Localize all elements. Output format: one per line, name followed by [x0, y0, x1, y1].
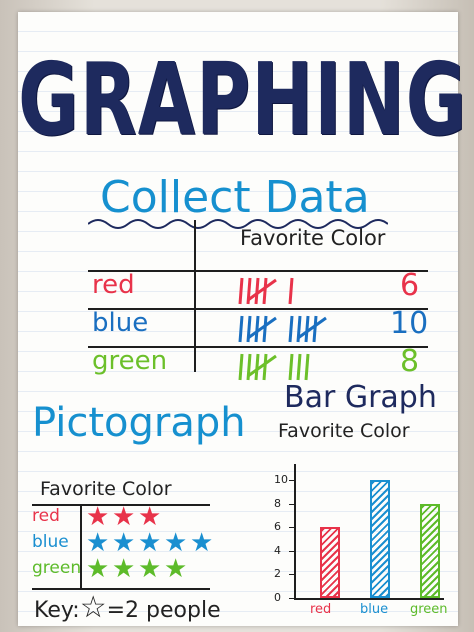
- tally-mark: [262, 315, 268, 343]
- tally-mark: [296, 353, 302, 381]
- pictograph-row-label: blue: [32, 532, 69, 552]
- table-header-line: [88, 270, 428, 272]
- bar-red: [320, 527, 340, 598]
- y-tick-label: 2: [274, 567, 281, 581]
- x-axis: [294, 598, 444, 600]
- tally-strike: [297, 316, 327, 340]
- x-category-label: green: [410, 602, 448, 617]
- pictograph-heading: Pictograph: [32, 400, 246, 446]
- tally-mark: [304, 353, 310, 381]
- pictograph-title-line: [32, 504, 210, 506]
- tally-marks: [238, 277, 294, 305]
- tally-mark: [262, 353, 268, 381]
- key-star-icon: ☆: [79, 590, 107, 625]
- tally-mark: [288, 315, 294, 343]
- y-tick: [289, 574, 295, 576]
- star-icon: ★: [164, 554, 188, 584]
- star-icon: ★: [112, 528, 136, 558]
- tally-mark: [238, 353, 244, 381]
- star-icon: ★: [138, 554, 162, 584]
- tally-mark: [254, 353, 260, 381]
- tally-strike: [247, 316, 277, 340]
- tally-mark: [262, 277, 268, 305]
- tally-row-label: green: [92, 346, 168, 376]
- heading-underline: [88, 219, 388, 229]
- tally-mark: [288, 277, 294, 305]
- anchor-chart-poster: GRAPHING Collect Data Favorite Color red…: [18, 12, 468, 626]
- star-icon: ★: [86, 554, 110, 584]
- tally-mark: [238, 315, 244, 343]
- y-tick: [289, 480, 295, 481]
- bar-green: [420, 503, 440, 598]
- pictograph-axis-line: [80, 506, 82, 588]
- pictograph-row-label: green: [32, 558, 82, 578]
- tally-row-count: 8: [400, 344, 420, 379]
- tally-marks: [238, 353, 310, 381]
- star-icon: ★: [190, 528, 214, 558]
- table-row-line: [88, 346, 428, 348]
- tally-mark: [254, 315, 260, 343]
- bar-graph-title: Favorite Color: [278, 420, 410, 442]
- y-tick-label: 6: [274, 520, 281, 534]
- star-icon: ★: [112, 502, 136, 532]
- tally-mark: [288, 353, 294, 381]
- tally-mark: [254, 277, 260, 305]
- pictograph-key: Key:☆=2 people: [34, 590, 221, 625]
- bar-chart: 0 2 4 6 8 10 red blue green: [270, 448, 450, 618]
- y-tick-label: 8: [274, 496, 281, 510]
- star-icon: ★: [112, 554, 136, 584]
- tally-row-label: blue: [92, 308, 149, 338]
- y-tick: [289, 550, 295, 552]
- key-label: Key:: [34, 598, 80, 623]
- tally-row-label: red: [92, 270, 135, 300]
- star-icon: ★: [164, 528, 188, 558]
- star-icon: ★: [138, 502, 162, 532]
- poster-title: GRAPHING: [18, 42, 468, 159]
- pictograph-bottom-line: [32, 588, 210, 590]
- y-tick-label: 4: [274, 543, 281, 557]
- table-column-line: [194, 220, 196, 372]
- x-category-label: blue: [360, 602, 389, 617]
- tally-marks: [238, 315, 327, 343]
- star-icon: ★: [138, 528, 162, 558]
- pictograph-title: Favorite Color: [40, 478, 172, 500]
- y-tick: [289, 527, 295, 529]
- tally-strike: [247, 354, 277, 378]
- tally-strike: [247, 278, 277, 302]
- bar-graph-heading: Bar Graph: [284, 380, 437, 415]
- y-axis: [294, 464, 296, 598]
- table-column-header: Favorite Color: [240, 226, 386, 250]
- table-row-line: [88, 308, 428, 310]
- y-tick: [289, 598, 295, 599]
- y-tick-label: 0: [274, 591, 281, 604]
- star-icon: ★: [86, 502, 110, 532]
- bar-blue: [370, 480, 390, 598]
- star-icon: ★: [86, 528, 110, 558]
- tally-mark: [312, 315, 318, 343]
- y-tick: [289, 503, 295, 505]
- x-category-label: red: [310, 602, 332, 617]
- key-value: =2 people: [106, 598, 221, 623]
- tally-mark: [304, 315, 310, 343]
- pictograph-row-label: red: [32, 506, 60, 526]
- tally-row-count: 10: [390, 306, 429, 341]
- collect-data-heading: Collect Data: [100, 172, 370, 223]
- tally-mark: [238, 277, 244, 305]
- tally-row-count: 6: [400, 268, 420, 303]
- y-tick-label: 10: [274, 473, 288, 486]
